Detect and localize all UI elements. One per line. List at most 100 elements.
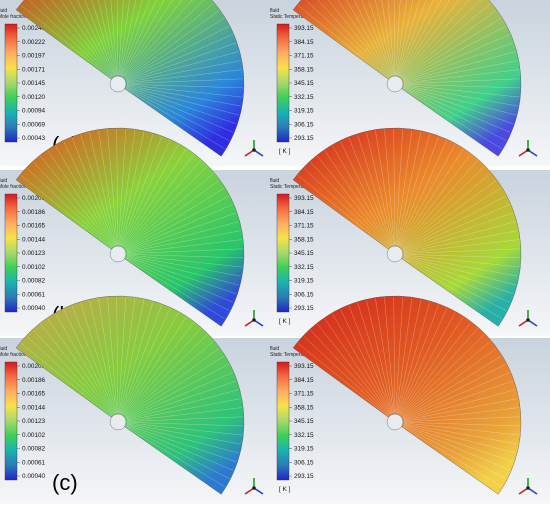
colorbar-tick-label: 371.15: [294, 223, 314, 230]
axis-triad-icon: [518, 310, 538, 327]
colorbar-tick-label: 393.15: [294, 363, 314, 370]
contour-lines: [297, 128, 520, 319]
colorbar-tick-label: 0.00094: [22, 108, 46, 115]
colorbar-tick-label: 319.15: [294, 108, 314, 115]
colorbar-tick-label: 384.15: [294, 39, 314, 46]
colorbar-tick-label: 319.15: [294, 446, 314, 453]
panel-b-co2: 0.00200 0.00186 0.00165 0.00144 0.00123 0.001…: [0, 127, 264, 327]
hub-hole: [386, 75, 404, 93]
colorbar-tick-label: 293.15: [294, 135, 314, 142]
colorbar-tick-label: 293.15: [294, 305, 314, 312]
hub-hole: [386, 413, 404, 431]
colorbar-tick-label: 0.00186: [22, 377, 46, 384]
legend-unit: [ K ]: [279, 318, 291, 325]
colorbar-tick-label: 332.15: [294, 432, 314, 439]
panel-c-co2: 0.00200 0.00186 0.00165 0.00144 0.00123 0.001…: [0, 295, 264, 495]
colorbar-tick-label: 0.00120: [22, 94, 46, 101]
colorbar-tick-label: 0.00102: [22, 432, 46, 439]
panel-label-c: (c): [52, 470, 78, 495]
legend-caption: fluid: [0, 346, 7, 352]
colorbar-tick-label: 0.00082: [22, 446, 46, 453]
colorbar-tick-label: 358.15: [294, 404, 314, 411]
legend-caption: fluid: [270, 8, 279, 14]
legend-caption: fluid: [0, 8, 7, 14]
colorbar-tick-label: 0.00061: [22, 291, 46, 298]
axis-triad-icon: [244, 140, 264, 157]
colorbar-tick-label: 0.00200: [22, 195, 46, 202]
colorbar-tick-label: 345.15: [294, 250, 314, 257]
colorbar-tick-label: 0.00040: [22, 305, 46, 312]
colorbar: [4, 193, 18, 313]
hub-hole: [386, 245, 404, 263]
contour-fan: [15, 127, 245, 327]
axis-triad-icon: [244, 478, 264, 495]
panel-c-temperature: 393.15 384.15 371.15 358.15 345.15 332.15 319.…: [270, 295, 538, 495]
hub-hole: [109, 75, 127, 93]
colorbar-tick-label: 0.00200: [22, 363, 46, 370]
colorbar-tick-label: 384.15: [294, 377, 314, 384]
colorbar-tick-label: 332.15: [294, 264, 314, 271]
contour-fan: [292, 127, 522, 327]
colorbar-tick-label: 345.15: [294, 80, 314, 87]
colorbar: [4, 361, 18, 481]
colorbar-tick-label: 0.00040: [22, 473, 46, 480]
colorbar-tick-label: 0.00165: [22, 391, 46, 398]
hub-hole: [109, 245, 127, 263]
colorbar: [276, 23, 290, 143]
colorbar-tick-label: 0.00061: [22, 459, 46, 466]
contour-lines: [20, 128, 243, 319]
contour-fan: [292, 295, 522, 495]
legend-variable-name: Mole fraction of co2: [0, 352, 42, 358]
legend-variable-name: Mole fraction of co2: [0, 184, 42, 190]
colorbar-tick-label: 345.15: [294, 418, 314, 425]
colorbar-tick-label: 0.00240: [22, 25, 46, 32]
colorbar-tick-label: 293.15: [294, 473, 314, 480]
colorbar-tick-label: 0.00102: [22, 264, 46, 271]
colorbar-tick-label: 332.15: [294, 94, 314, 101]
axis-triad-icon: [244, 310, 264, 327]
panel-row-c: 0.00200 0.00186 0.00165 0.00144 0.00123 0.001…: [0, 295, 538, 495]
colorbar-tick-label: 0.00123: [22, 250, 46, 257]
contour-fan: [15, 0, 245, 157]
colorbar-tick-label: 0.00123: [22, 418, 46, 425]
contour-fan: [292, 0, 522, 157]
colorbar-tick-label: 384.15: [294, 209, 314, 216]
colorbar-tick-label: 0.00144: [22, 236, 46, 243]
panel-a-temperature: 393.15 384.15 371.15 358.15 345.15 332.15 319.…: [270, 0, 538, 157]
colorbar: [276, 361, 290, 481]
axis-triad-icon: [518, 478, 538, 495]
colorbar-tick-label: 0.00165: [22, 223, 46, 230]
colorbar-tick-label: 306.15: [294, 291, 314, 298]
axis-triad-icon: [518, 140, 538, 157]
colorbar-tick-label: 0.00069: [22, 121, 46, 128]
legend-unit: [ K ]: [279, 486, 291, 493]
colorbar-tick-label: 0.00144: [22, 404, 46, 411]
colorbar-tick-label: 0.00197: [22, 53, 46, 60]
contour-lines: [297, 0, 520, 149]
legend-variable-name: Static Temperature: [270, 184, 312, 190]
contour-lines: [297, 296, 520, 487]
legend-unit: [ K ]: [279, 148, 291, 155]
panel-row-a: 0.00240 0.00222 0.00197 0.00171 0.00145 0.001…: [0, 0, 538, 157]
contour-lines: [20, 0, 243, 149]
colorbar-tick-label: 358.15: [294, 66, 314, 73]
legend-variable-name: Static Temperature: [270, 14, 312, 20]
legend-caption: fluid: [270, 346, 279, 352]
legend-caption: fluid: [270, 178, 279, 184]
panel-row-b: 0.00200 0.00186 0.00165 0.00144 0.00123 0.001…: [0, 127, 538, 327]
colorbar: [276, 193, 290, 313]
hub-hole: [109, 413, 127, 431]
contour-lines: [20, 296, 243, 487]
colorbar-tick-label: 306.15: [294, 459, 314, 466]
colorbar-tick-label: 0.00145: [22, 80, 46, 87]
legend-variable-name: Mole fraction of co2: [0, 14, 42, 20]
colorbar-tick-label: 0.00082: [22, 278, 46, 285]
panel-a-co2: 0.00240 0.00222 0.00197 0.00171 0.00145 0.001…: [0, 0, 264, 157]
colorbar-tick-label: 306.15: [294, 121, 314, 128]
colorbar-tick-label: 371.15: [294, 391, 314, 398]
contour-fan: [15, 295, 245, 495]
colorbar-tick-label: 0.00186: [22, 209, 46, 216]
legend-caption: fluid: [0, 178, 7, 184]
